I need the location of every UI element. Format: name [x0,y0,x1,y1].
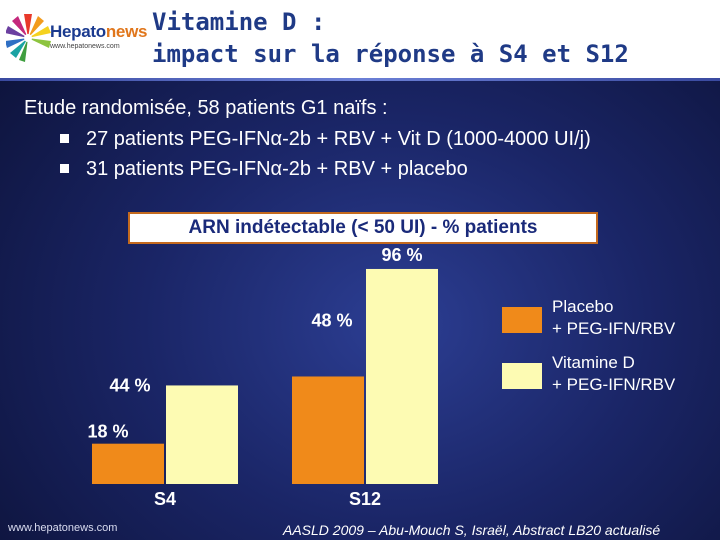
category-label: S12 [349,489,381,509]
bar-s4-series-1 [166,385,238,484]
bar-s12-series-0 [292,376,364,484]
legend-entry: Placebo [552,297,613,316]
sunburst-logo-icon [5,14,51,62]
logo-url: www.hepatonews.com [50,43,120,50]
logo-text-main: Hepato [50,22,106,41]
header-divider [0,78,720,81]
chart-title-box: ARN indétectable (< 50 UI) - % patients [128,212,598,244]
study-intro: Etude randomisée, 58 patients G1 naïfs : [24,97,388,119]
bullet-text-placebo: 31 patients PEG-IFNα-2b + RBV + placebo [86,158,468,180]
chart-title: ARN indétectable (< 50 UI) - % patients [188,217,538,238]
legend-swatch [502,307,542,333]
bar-s12-series-1 [366,268,438,484]
data-label: 96 % [381,245,422,265]
slide-title-line2: impact sur la réponse à S4 et S12 [152,40,629,68]
logo-wordmark: Hepatonews [50,22,147,42]
slide-title: Vitamine D : impact sur la réponse à S4 … [152,6,629,70]
square-bullet-icon [60,134,69,143]
legend-entry: + PEG-IFN/RBV [552,375,676,394]
legend-swatch [502,363,542,389]
legend-entry: + PEG-IFN/RBV [552,319,676,338]
category-label: S4 [154,489,176,509]
data-label: 48 % [311,310,352,330]
list-item: 31 patients PEG-IFNα-2b + RBV + placebo [60,154,591,184]
data-label: 44 % [109,375,150,395]
slide-title-line1: Vitamine D : [152,8,326,36]
header-bar: Hepatonews www.hepatonews.com Vitamine D… [0,0,720,78]
logo-text-accent: news [105,22,148,41]
bullet-text-vitd: 27 patients PEG-IFNα-2b + RBV + Vit D (1… [86,128,591,150]
hepatonews-logo[interactable]: Hepatonews www.hepatonews.com [5,6,147,72]
list-item: 27 patients PEG-IFNα-2b + RBV + Vit D (1… [60,124,591,154]
data-label: 18 % [87,422,128,442]
legend-entry: Vitamine D [552,353,635,372]
bar-s4-series-0 [92,443,164,484]
citation: AASLD 2009 – Abu-Mouch S, Israël, Abstra… [283,522,661,538]
footer-url: www.hepatonews.com [8,522,118,534]
square-bullet-icon [60,164,69,173]
study-arms-list: 27 patients PEG-IFNα-2b + RBV + Vit D (1… [60,124,591,184]
